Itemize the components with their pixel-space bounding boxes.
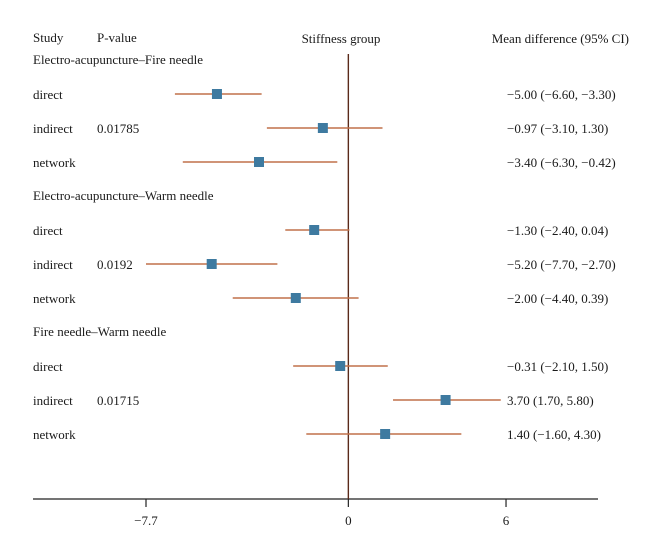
point-estimate-marker	[254, 157, 264, 167]
pvalue-label: 0.01715	[97, 393, 139, 408]
group-label: Electro-acupuncture–Fire needle	[33, 52, 203, 67]
study-label: indirect	[33, 121, 73, 136]
header-effect: Mean difference (95% CI)	[492, 31, 629, 46]
point-estimate-marker	[380, 429, 391, 439]
effect-label: −1.30 (−2.40, 0.04)	[507, 223, 608, 238]
effect-label: −5.20 (−7.70, −2.70)	[507, 257, 616, 272]
effect-label: −0.31 (−2.10, 1.50)	[507, 359, 608, 374]
x-axis: −7.7 0 6	[33, 498, 598, 528]
point-estimate-marker	[206, 259, 217, 269]
effect-label: −2.00 (−4.40, 0.39)	[507, 291, 608, 306]
study-label: direct	[33, 359, 63, 374]
point-estimate-marker	[440, 395, 451, 405]
point-estimate-marker	[290, 293, 301, 303]
x-tick-label: 0	[345, 513, 352, 528]
group-label: Electro-acupuncture–Warm needle	[33, 188, 214, 203]
effect-label: −5.00 (−6.60, −3.30)	[507, 87, 616, 102]
study-label: indirect	[33, 393, 73, 408]
effect-label: −3.40 (−6.30, −0.42)	[507, 155, 616, 170]
header-pvalue: P-value	[97, 30, 137, 45]
effect-label: −0.97 (−3.10, 1.30)	[507, 121, 608, 136]
point-estimate-marker	[309, 225, 320, 235]
x-tick-label: −7.7	[134, 513, 158, 528]
point-estimate-marker	[335, 361, 346, 371]
header-study: Study	[33, 30, 64, 45]
pvalue-label: 0.01785	[97, 121, 139, 136]
point-estimate-marker	[211, 89, 222, 99]
column-headers: Study P-value Stiffness group Mean diffe…	[33, 30, 629, 46]
point-estimate-marker	[317, 123, 328, 133]
pvalue-label: 0.0192	[97, 257, 133, 272]
effect-label: 1.40 (−1.60, 4.30)	[507, 427, 601, 442]
header-group: Stiffness group	[302, 31, 381, 46]
forest-rows: Electro-acupuncture–Fire needle direct −5.…	[33, 52, 616, 442]
x-tick-label: 6	[503, 513, 510, 528]
study-label: network	[33, 427, 76, 442]
study-label: direct	[33, 223, 63, 238]
study-label: indirect	[33, 257, 73, 272]
study-label: network	[33, 291, 76, 306]
study-label: network	[33, 155, 76, 170]
effect-label: 3.70 (1.70, 5.80)	[507, 393, 594, 408]
study-label: direct	[33, 87, 63, 102]
group-label: Fire needle–Warm needle	[33, 324, 166, 339]
